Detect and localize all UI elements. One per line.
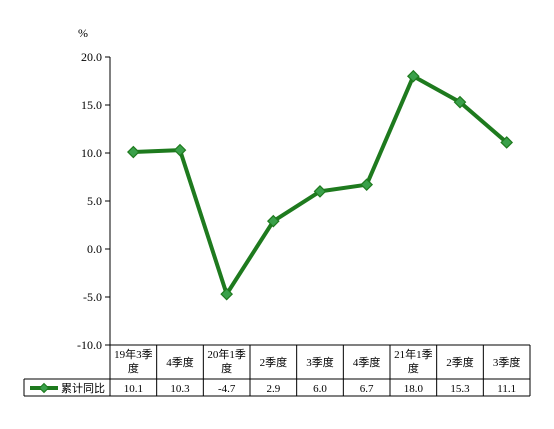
- y-tick-label: -10.0: [77, 338, 102, 352]
- data-point: [406, 69, 420, 83]
- y-unit-label: %: [78, 26, 88, 40]
- category-label: 4季度: [166, 355, 194, 369]
- category-label: 度: [408, 361, 419, 375]
- data-point: [220, 287, 234, 301]
- data-label: 6.7: [360, 383, 374, 395]
- data-point: [266, 214, 280, 228]
- y-ticks: -10.0 -5.0 0.0 5.0 10.0 15.0 20.0: [77, 50, 110, 352]
- data-point: [360, 178, 374, 192]
- category-label: 20年1季: [207, 347, 246, 361]
- data-point: [453, 95, 467, 109]
- data-label: 18.0: [404, 383, 424, 395]
- y-tick-label: 15.0: [81, 98, 102, 112]
- data-point: [126, 145, 140, 159]
- data-point: [173, 143, 187, 157]
- data-label: 2.9: [266, 383, 280, 395]
- category-label: 4季度: [353, 355, 381, 369]
- y-tick-label: 5.0: [87, 194, 102, 208]
- data-label: 11.1: [497, 383, 516, 395]
- category-label: 21年1季: [394, 347, 433, 361]
- category-label: 度: [128, 361, 139, 375]
- category-label: 2季度: [446, 355, 474, 369]
- legend-label: 累计同比: [61, 382, 105, 395]
- legend-marker: [38, 382, 50, 394]
- y-tick-label: -5.0: [83, 290, 102, 304]
- y-tick-label: 20.0: [81, 50, 102, 64]
- legend: 累计同比: [30, 382, 105, 395]
- data-label: 10.1: [124, 383, 143, 395]
- data-label: -4.7: [218, 383, 236, 395]
- series-group: [126, 69, 514, 301]
- category-label: 2季度: [260, 355, 288, 369]
- y-tick-label: 10.0: [81, 146, 102, 160]
- category-label: 19年3季: [114, 347, 153, 361]
- category-label: 度: [221, 361, 232, 375]
- data-label: 10.3: [170, 383, 190, 395]
- data-label: 6.0: [313, 383, 327, 395]
- y-tick-label: 0.0: [87, 242, 102, 256]
- category-label: 3季度: [306, 355, 334, 369]
- category-label: 3季度: [493, 355, 521, 369]
- data-point: [313, 185, 327, 198]
- data-point: [500, 136, 514, 149]
- data-label: 15.3: [450, 383, 470, 395]
